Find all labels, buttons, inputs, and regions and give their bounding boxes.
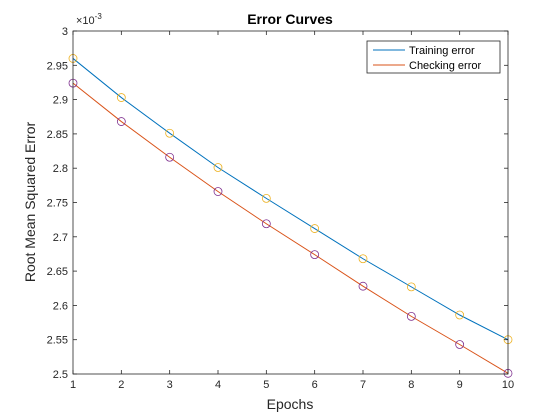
y-tick-label: 2.85	[47, 129, 68, 141]
y-tick-label: 2.55	[47, 335, 68, 347]
y-axis-exponent: ×10-3	[76, 12, 102, 27]
exponent-power: -3	[95, 12, 103, 21]
x-tick-label: 8	[408, 379, 414, 391]
y-tick-label: 2.9	[53, 95, 68, 107]
y-tick-label: 2.65	[47, 266, 68, 278]
x-tick-label: 4	[215, 379, 221, 391]
data-point-marker	[358, 281, 368, 291]
y-tick-label: 2.8	[53, 163, 68, 175]
y-tick-label: 3	[62, 26, 68, 38]
data-point-marker	[165, 152, 175, 162]
x-tick-label: 3	[167, 379, 173, 391]
data-point-marker	[406, 311, 416, 321]
exponent-base: ×10	[76, 15, 95, 27]
y-tick-label: 2.5	[53, 369, 68, 381]
y-tick-label: 2.7	[53, 232, 68, 244]
data-point-marker	[165, 128, 175, 138]
x-tick-label: 5	[263, 379, 269, 391]
legend-label-training: Training error	[409, 45, 475, 57]
x-tick-label: 6	[312, 379, 318, 391]
legend-label-checking: Checking error	[409, 60, 481, 72]
x-tick-label: 7	[360, 379, 366, 391]
x-tick-label: 10	[502, 379, 514, 391]
data-point-marker	[455, 340, 465, 349]
x-axis-ticks: 1 2 3 4 5 6 7 8 9 10	[70, 31, 514, 391]
legend-box	[366, 40, 501, 74]
data-point-marker	[116, 93, 126, 102]
y-tick-label: 2.6	[53, 300, 68, 312]
legend: Training error Checking error	[366, 40, 501, 74]
x-tick-label: 9	[457, 379, 463, 391]
x-tick-label: 1	[70, 379, 76, 391]
data-point-marker	[455, 310, 465, 320]
data-point-marker	[358, 254, 368, 264]
data-point-marker	[116, 117, 126, 126]
x-tick-label: 2	[118, 379, 124, 391]
x-axis-label: Epochs	[267, 396, 314, 412]
data-point-marker	[310, 250, 320, 260]
data-point-marker	[406, 282, 416, 292]
data-point-marker	[261, 219, 271, 229]
y-tick-label: 2.95	[47, 60, 68, 72]
chart-title: Error Curves	[247, 11, 333, 27]
series-line-checking	[72, 82, 509, 374]
data-point-marker	[261, 193, 271, 203]
plot-area	[73, 31, 508, 374]
y-axis-ticks: 2.5 2.55 2.6 2.65 2.7 2.75 2.8 2.85 2.9 2.95 3	[47, 26, 508, 381]
y-tick-label: 2.75	[47, 198, 68, 210]
series-line-training	[72, 58, 509, 341]
data-point-marker	[213, 163, 223, 172]
data-point-marker	[310, 224, 320, 233]
data-point-marker	[213, 187, 223, 196]
y-axis-label: Root Mean Squared Error	[22, 122, 38, 283]
